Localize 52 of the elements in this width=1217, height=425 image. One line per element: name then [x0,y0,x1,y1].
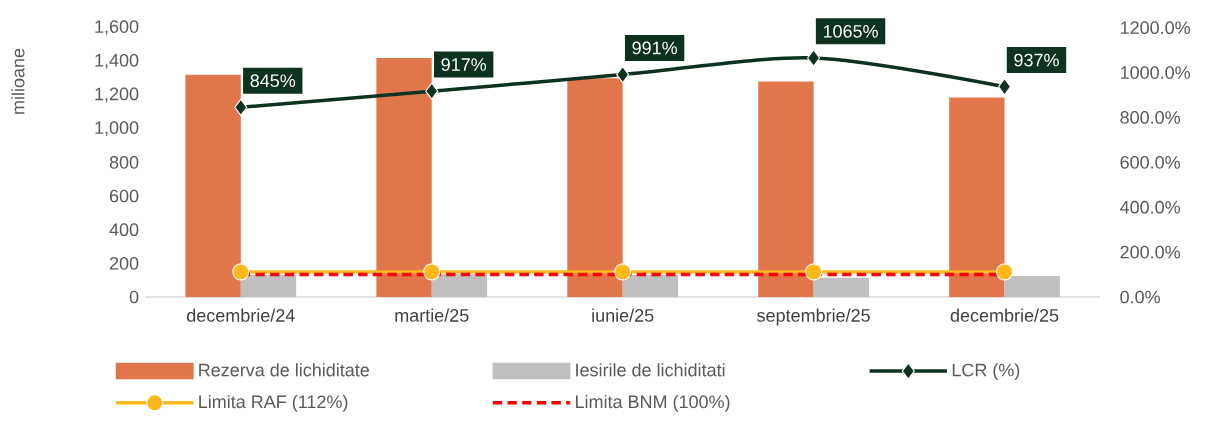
data-label: 845% [250,74,296,88]
y-tick-label: 1,000 [95,121,139,137]
bar [185,74,241,297]
x-tick-label: septembrie/25 [757,308,870,326]
data-label: 1065% [823,24,878,38]
bar [1004,275,1060,297]
point [996,263,1014,281]
point [234,98,248,116]
point [423,263,441,281]
point [998,78,1012,96]
y-axis-title: milioane [11,48,25,114]
point [232,263,250,281]
y2-tick-label: 200.0% [1120,245,1181,259]
y-tick-label: 1,200 [95,87,139,103]
y2-tick-label: 400.0% [1120,200,1181,214]
point [805,263,823,281]
bar [376,57,432,297]
bar [431,274,488,297]
point [614,263,632,281]
y2-tick-label: 1000.0% [1120,66,1191,79]
y-tick-label: 1,400 [95,53,139,69]
y2-tick-label: 600.0% [1120,155,1181,169]
bar [949,97,1005,297]
y-tick-label: 600 [109,189,139,203]
legend-label: LCR (%) [952,363,1020,380]
point [807,49,821,67]
y2-tick-label: 800.0% [1120,111,1181,124]
legend-label: Limita RAF (112%) [199,394,348,412]
y2-tick-label: 0.0% [1120,290,1160,304]
point [616,66,630,84]
x-tick-label: decembrie/25 [950,308,1059,322]
bar [567,78,623,297]
legend-label: Limita BNM (100%) [576,394,730,412]
bar [240,275,297,297]
data-label: 937% [1014,53,1059,67]
bar [813,277,869,297]
point [425,82,439,100]
y2-tick-label: 1200.0% [1120,21,1191,35]
x-tick-label: decembrie/24 [187,308,295,322]
y-tick-label: 400 [109,223,139,237]
x-tick-label: martie/25 [395,308,469,322]
legend-label: Iesirile de lichiditati [576,363,725,377]
y-tick-label: 800 [109,155,139,169]
y-tick-label: 1,600 [95,20,139,36]
bar [758,81,814,297]
x-tick-label: iunie/25 [592,308,654,322]
bar [622,275,679,297]
y-tick-label: 0 [129,290,139,304]
data-label: 991% [632,41,677,55]
legend-label: Rezerva de lichiditate [199,363,369,377]
y-tick-label: 200 [109,256,139,270]
data-label: 917% [441,58,487,71]
